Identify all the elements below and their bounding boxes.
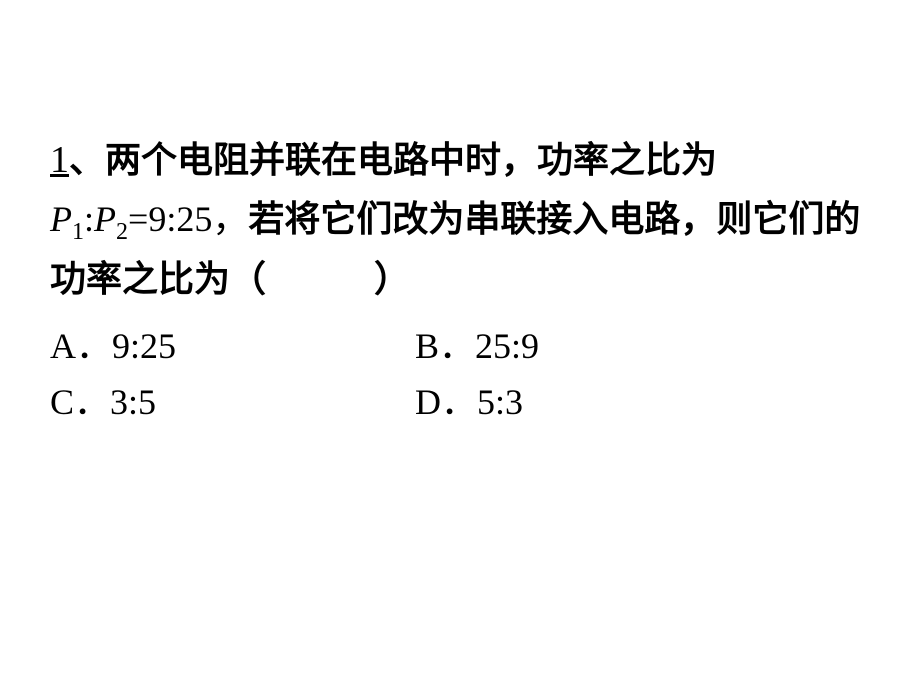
option-b-label: B． xyxy=(415,326,475,366)
option-d: D．5:3 xyxy=(415,375,780,431)
paren-open: （ xyxy=(230,259,266,299)
paren-space xyxy=(266,259,374,299)
ratio-expression: P1:P2=9:25， xyxy=(50,199,248,239)
stem-part1: 两个电阻并联在电路中时，功率之比为 xyxy=(105,140,717,180)
option-a: A．9:25 xyxy=(50,319,415,375)
var-p1: P xyxy=(50,199,72,239)
paren-close: ） xyxy=(374,259,410,299)
equals-value: =9:25， xyxy=(128,199,248,239)
sub-2: 2 xyxy=(116,219,128,245)
option-a-text: 9:25 xyxy=(112,326,176,366)
option-c: C．3:5 xyxy=(50,375,415,431)
sub-1: 1 xyxy=(72,219,84,245)
option-row-2: C．3:5 D．5:3 xyxy=(50,375,870,431)
question-stem: 1、两个电阻并联在电路中时，功率之比为P1:P2=9:25，若将它们改为串联接入… xyxy=(50,130,870,309)
option-c-label: C． xyxy=(50,382,110,422)
var-p2: P xyxy=(94,199,116,239)
colon: : xyxy=(84,199,94,239)
option-d-label: D． xyxy=(415,382,477,422)
option-row-1: A．9:25 B．25:9 xyxy=(50,319,870,375)
option-b-text: 25:9 xyxy=(475,326,539,366)
option-b: B．25:9 xyxy=(415,319,780,375)
separator: 、 xyxy=(69,140,105,180)
options-container: A．9:25 B．25:9 C．3:5 D．5:3 xyxy=(50,319,870,431)
option-a-label: A． xyxy=(50,326,112,366)
question-number: 1 xyxy=(50,139,69,181)
option-d-text: 5:3 xyxy=(477,382,523,422)
option-c-text: 3:5 xyxy=(110,382,156,422)
